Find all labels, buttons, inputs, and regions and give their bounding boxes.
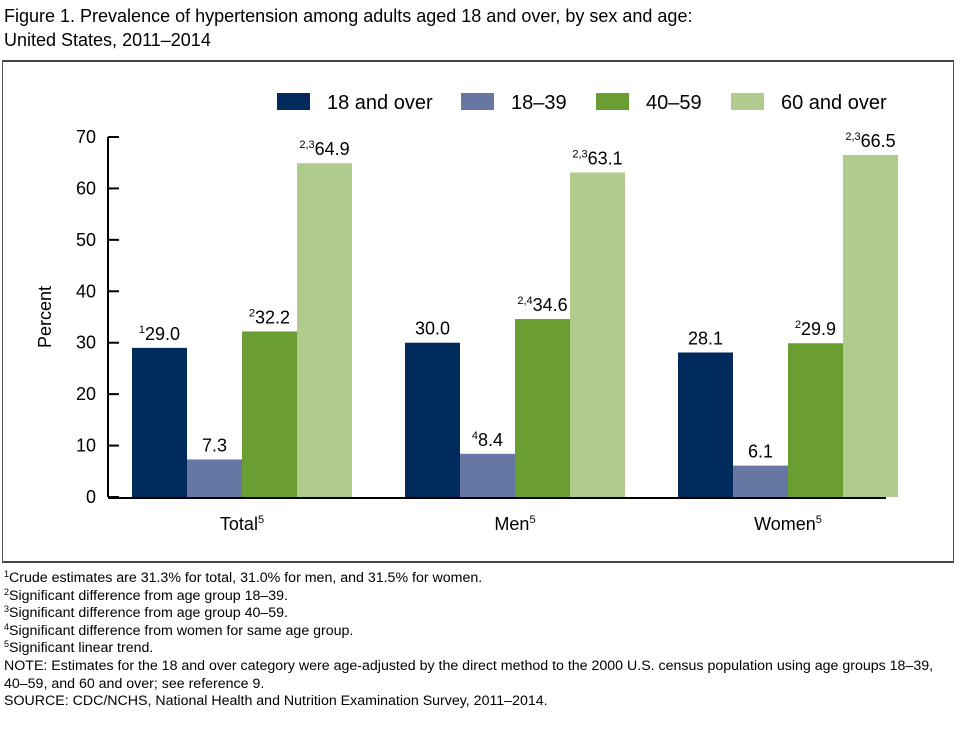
x-tick-label: Men5 <box>494 514 535 534</box>
footnotes: 1Crude estimates are 31.3% for total, 31… <box>4 570 954 711</box>
footnote-2: 2Significant difference from age group 1… <box>4 586 954 606</box>
footnote-1: 1Crude estimates are 31.3% for total, 31… <box>4 570 954 588</box>
legend-label: 60 and over <box>781 92 887 114</box>
legend-label: 40–59 <box>646 92 702 114</box>
title-line-2: United States, 2011–2014 <box>4 30 211 50</box>
y-tick-label: 20 <box>76 384 96 404</box>
bar <box>132 347 187 497</box>
legend-swatch <box>596 93 629 110</box>
bar <box>788 343 843 497</box>
data-label: 129.0 <box>139 324 180 344</box>
x-tick-label: Total5 <box>220 514 264 534</box>
data-label: 2,434.6 <box>517 295 567 315</box>
data-label: 7.3 <box>202 435 227 455</box>
bar <box>733 465 788 497</box>
footnote-mark: 3 <box>4 604 10 615</box>
footnote-mark: 4 <box>4 621 10 632</box>
footnote-text: Significant linear trend. <box>9 640 154 657</box>
y-tick-label: 30 <box>76 333 96 353</box>
data-label: 28.1 <box>688 328 723 348</box>
legend-label: 18–39 <box>511 92 567 114</box>
bar <box>570 172 625 497</box>
data-label: 2,363.1 <box>572 148 622 168</box>
legend-swatch <box>277 93 310 110</box>
figure-title: Figure 1. Prevalence of hypertension amo… <box>4 4 954 52</box>
footnote-mark: 2 <box>4 586 10 597</box>
bar <box>515 319 570 497</box>
note: NOTE: Estimates for the 18 and over cate… <box>4 657 934 692</box>
y-tick-label: 10 <box>76 436 96 456</box>
y-axis-label: Percent <box>35 286 55 348</box>
data-label: 2,366.5 <box>845 131 895 151</box>
data-label: 48.4 <box>472 430 503 450</box>
bar <box>187 459 242 497</box>
bar <box>405 342 460 497</box>
bar <box>678 352 733 497</box>
footnote-text: Significant difference from age group 18… <box>9 587 288 604</box>
data-label: 229.9 <box>795 319 836 339</box>
legend-swatch <box>461 93 494 110</box>
title-line-1: Figure 1. Prevalence of hypertension amo… <box>4 6 693 26</box>
chart-frame <box>2 60 954 563</box>
bar <box>297 163 352 497</box>
legend-label: 18 and over <box>327 92 433 114</box>
footnote-text: Significant difference from women for sa… <box>9 622 354 639</box>
y-tick-label: 0 <box>86 487 96 507</box>
bar <box>460 453 515 497</box>
footnote-mark: 5 <box>4 639 10 650</box>
y-tick-label: 40 <box>76 281 96 301</box>
footnote-4: 4Significant difference from women for s… <box>4 621 954 641</box>
footnote-mark: 1 <box>4 569 10 579</box>
y-tick-label: 60 <box>76 178 96 198</box>
footnote-5: 5Significant linear trend. <box>4 640 954 658</box>
x-tick-label: Women5 <box>754 514 822 534</box>
legend-swatch <box>731 93 764 110</box>
bar <box>242 331 297 497</box>
data-label: 6.1 <box>748 442 773 462</box>
data-label: 232.2 <box>249 307 290 327</box>
source: SOURCE: CDC/NCHS, National Health and Nu… <box>4 693 548 710</box>
bar <box>843 155 898 497</box>
data-label: 2,364.9 <box>299 139 349 159</box>
y-tick-label: 70 <box>76 127 96 147</box>
data-label: 30.0 <box>415 319 450 339</box>
footnote-text: Significant difference from age group 40… <box>9 605 288 622</box>
footnote-text: Crude estimates are 31.3% for total, 31.… <box>9 570 483 586</box>
footnote-3: 3Significant difference from age group 4… <box>4 605 954 623</box>
y-tick-label: 50 <box>76 230 96 250</box>
